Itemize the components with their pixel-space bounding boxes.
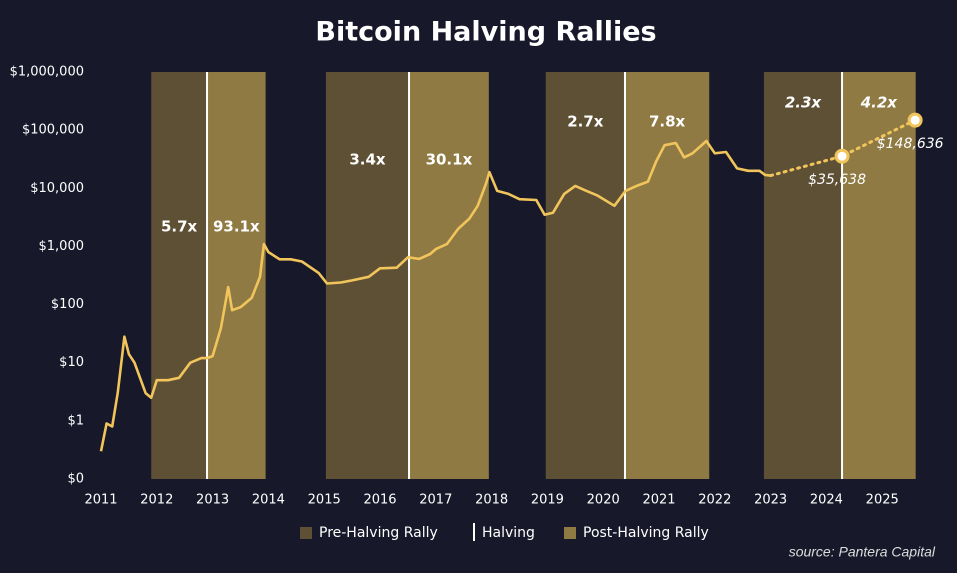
x-tick-label: 2019: [531, 493, 564, 508]
band: [409, 72, 489, 479]
band: [624, 72, 710, 479]
band-label: 2.3x: [785, 94, 823, 112]
band-label: 2.7x: [567, 113, 604, 131]
legend-swatch: [473, 523, 475, 541]
y-tick-label: $10: [59, 355, 84, 370]
legend-swatch: [300, 527, 312, 539]
band-label: 3.4x: [349, 151, 386, 169]
projection-point: [907, 112, 923, 128]
band-label: 93.1x: [213, 218, 260, 236]
legend-label: Pre-Halving Rally: [319, 525, 438, 541]
x-tick-label: 2014: [252, 493, 285, 508]
band: [842, 72, 916, 479]
x-tick-label: 2018: [475, 493, 508, 508]
source: source: Pantera Capital: [789, 544, 936, 560]
x-tick-label: 2016: [363, 493, 396, 508]
x-tick-label: 2011: [84, 493, 117, 508]
chart-title: Bitcoin Halving Rallies: [315, 17, 656, 48]
legend-swatch: [564, 527, 576, 539]
band-label: 4.2x: [860, 94, 899, 112]
y-tick-label: $10,000: [30, 181, 84, 196]
x-tick-label: 2025: [866, 493, 899, 508]
x-tick-label: 2024: [810, 493, 843, 508]
band: [763, 72, 843, 479]
band: [545, 72, 625, 479]
x-tick-label: 2017: [419, 493, 452, 508]
projection-line: [769, 118, 917, 178]
y-tick-label: $100,000: [22, 123, 84, 138]
band: [207, 72, 266, 479]
band-label: 5.7x: [161, 218, 198, 236]
x-tick-label: 2020: [587, 493, 620, 508]
y-tick-label: $1,000,000: [10, 65, 84, 80]
x-tick-label: 2021: [642, 493, 675, 508]
band: [325, 72, 410, 479]
y-tick-label: $1,000: [39, 239, 85, 254]
legend-label: Halving: [482, 525, 535, 541]
projection-label: $148,636: [877, 136, 944, 152]
y-tick-label: $1: [67, 413, 84, 428]
x-tick-label: 2022: [698, 493, 731, 508]
x-tick-label: 2015: [308, 493, 341, 508]
legend-label: Post-Halving Rally: [583, 525, 709, 541]
band-label: 30.1x: [426, 151, 473, 169]
projection-point: [834, 148, 850, 164]
projection-label: $35,638: [808, 172, 866, 188]
x-tick-label: 2023: [754, 493, 787, 508]
y-tick-label: $0: [67, 472, 84, 487]
y-tick-label: $100: [51, 297, 84, 312]
x-tick-label: 2013: [196, 493, 229, 508]
band-label: 7.8x: [649, 113, 686, 131]
price-line: [99, 139, 771, 452]
x-tick-label: 2012: [140, 493, 173, 508]
band: [151, 72, 208, 479]
